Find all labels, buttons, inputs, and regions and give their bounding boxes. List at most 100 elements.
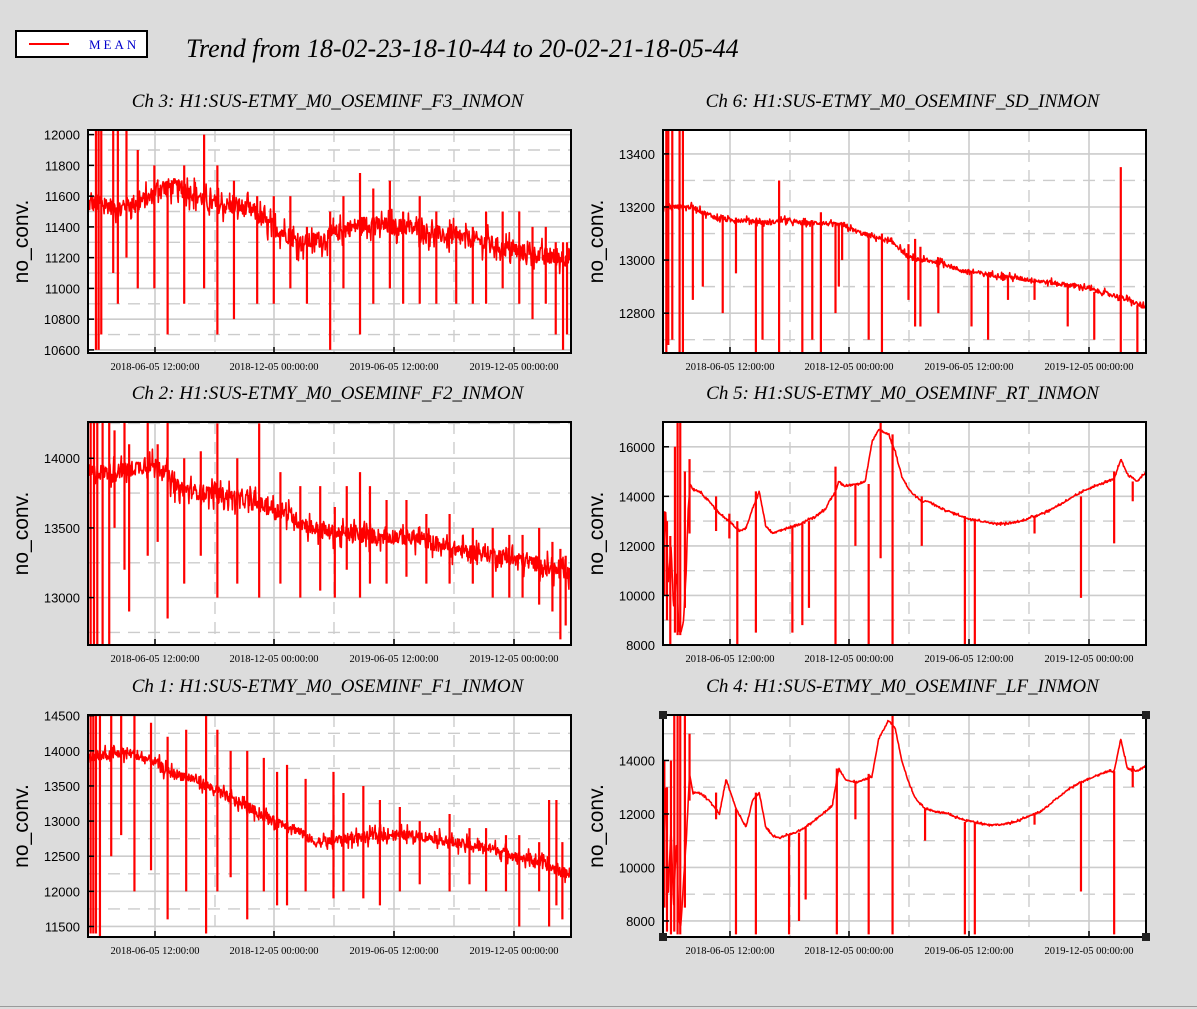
y-tick-label: 14000 — [619, 489, 655, 504]
x-tick-label: 2018-06-05 12:00:00 — [686, 946, 775, 957]
y-axis-label: no_conv. — [10, 492, 33, 576]
y-tick-label: 12500 — [44, 849, 80, 864]
x-tick-label: 2018-12-05 00:00:00 — [230, 654, 319, 665]
selection-handle — [1142, 933, 1150, 941]
y-axis-label: no_conv. — [585, 200, 608, 284]
y-tick-label: 13000 — [44, 591, 80, 606]
y-tick-label: 12000 — [44, 128, 80, 143]
selection-handle — [659, 933, 667, 941]
y-tick-label: 13500 — [44, 521, 80, 536]
x-tick-label: 2019-12-05 00:00:00 — [470, 654, 559, 665]
page-title: Trend from 18-02-23-18-10-44 to 20-02-21… — [186, 34, 739, 63]
chart-title: Ch 4: H1:SUS-ETMY_M0_OSEMINF_LF_INMON — [706, 676, 1100, 697]
y-axis-label: no_conv. — [585, 784, 608, 868]
series-mean — [88, 715, 571, 937]
y-tick-label: 11000 — [45, 281, 80, 296]
x-tick-label: 2018-12-05 00:00:00 — [805, 946, 894, 957]
x-tick-label: 2019-06-05 12:00:00 — [350, 362, 439, 373]
y-tick-label: 11400 — [45, 220, 80, 235]
plot-area — [663, 715, 1146, 937]
chart-ch2: Ch 2: H1:SUS-ETMY_M0_OSEMINF_F2_INMON 130… — [10, 383, 572, 665]
plot-area — [663, 130, 1146, 353]
legend-label: MEAN — [89, 37, 140, 52]
y-tick-label: 11800 — [45, 158, 80, 173]
chart-title: Ch 2: H1:SUS-ETMY_M0_OSEMINF_F2_INMON — [132, 383, 525, 404]
y-tick-label: 10000 — [619, 588, 655, 603]
y-tick-label: 10800 — [44, 312, 80, 327]
y-tick-label: 12000 — [619, 807, 655, 822]
y-tick-label: 14000 — [44, 744, 80, 759]
y-axis-label: no_conv. — [10, 784, 33, 868]
chart-title: Ch 6: H1:SUS-ETMY_M0_OSEMINF_SD_INMON — [706, 91, 1101, 112]
plot-frame — [662, 714, 1147, 938]
chart-ch3: Ch 3: H1:SUS-ETMY_M0_OSEMINF_F3_INMON 106… — [10, 91, 572, 373]
plot-frame — [87, 714, 572, 938]
y-axis-label: no_conv. — [585, 492, 608, 576]
x-tick-label: 2019-12-05 00:00:00 — [1045, 362, 1134, 373]
chart-ch4: Ch 4: H1:SUS-ETMY_M0_OSEMINF_LF_INMON 800… — [585, 676, 1150, 957]
y-tick-label: 11200 — [45, 251, 80, 266]
x-tick-label: 2018-12-05 00:00:00 — [230, 946, 319, 957]
chart-ch6: Ch 6: H1:SUS-ETMY_M0_OSEMINF_SD_INMON 128… — [585, 91, 1147, 373]
y-axis-label: no_conv. — [10, 200, 33, 284]
y-tick-label: 12000 — [619, 539, 655, 554]
legend-swatch — [29, 43, 69, 45]
x-tick-label: 2018-06-05 12:00:00 — [111, 946, 200, 957]
y-tick-label: 13000 — [619, 253, 655, 268]
y-tick-label: 12800 — [619, 306, 655, 321]
chart-title: Ch 3: H1:SUS-ETMY_M0_OSEMINF_F3_INMON — [132, 91, 525, 112]
y-tick-label: 14500 — [44, 709, 80, 724]
y-tick-label: 12000 — [44, 884, 80, 899]
y-tick-label: 16000 — [619, 440, 655, 455]
x-tick-label: 2018-06-05 12:00:00 — [686, 362, 775, 373]
plot-frame — [87, 421, 572, 646]
x-tick-label: 2019-12-05 00:00:00 — [470, 946, 559, 957]
chart-ch5: Ch 5: H1:SUS-ETMY_M0_OSEMINF_RT_INMON 800… — [585, 383, 1147, 665]
series-line — [663, 428, 1146, 634]
x-tick-label: 2019-06-05 12:00:00 — [925, 946, 1014, 957]
x-tick-label: 2019-06-05 12:00:00 — [925, 362, 1014, 373]
x-tick-label: 2018-12-05 00:00:00 — [805, 654, 894, 665]
y-tick-label: 13200 — [619, 200, 655, 215]
x-tick-label: 2019-06-05 12:00:00 — [350, 654, 439, 665]
series-mean — [663, 130, 1146, 353]
plot-frame — [87, 129, 572, 354]
legend: MEAN — [15, 30, 148, 58]
selection-handle — [659, 711, 667, 719]
y-tick-label: 10000 — [619, 860, 655, 875]
x-tick-label: 2018-06-05 12:00:00 — [111, 362, 200, 373]
y-tick-label: 8000 — [626, 638, 655, 653]
plot-frame — [662, 129, 1147, 354]
y-tick-label: 13500 — [44, 779, 80, 794]
chart-ch1: Ch 1: H1:SUS-ETMY_M0_OSEMINF_F1_INMON 115… — [10, 676, 572, 957]
y-tick-label: 11500 — [45, 919, 80, 934]
x-tick-label: 2018-06-05 12:00:00 — [111, 654, 200, 665]
chart-title: Ch 1: H1:SUS-ETMY_M0_OSEMINF_F1_INMON — [132, 676, 525, 697]
series-line — [663, 201, 1146, 309]
x-tick-label: 2019-12-05 00:00:00 — [1045, 946, 1134, 957]
series-line — [663, 719, 1146, 927]
selection-handle — [1142, 711, 1150, 719]
y-tick-label: 10600 — [44, 343, 80, 358]
y-tick-label: 13400 — [619, 147, 655, 162]
x-tick-label: 2018-12-05 00:00:00 — [805, 362, 894, 373]
plot-area — [88, 715, 571, 937]
plot-area — [663, 422, 1146, 645]
x-tick-label: 2019-06-05 12:00:00 — [925, 654, 1014, 665]
y-tick-label: 14000 — [44, 451, 80, 466]
series-mean — [88, 422, 571, 645]
y-tick-label: 14000 — [619, 753, 655, 768]
y-tick-label: 8000 — [626, 914, 655, 929]
plot-frame — [662, 421, 1147, 646]
x-tick-label: 2018-06-05 12:00:00 — [686, 654, 775, 665]
y-tick-label: 13000 — [44, 814, 80, 829]
x-tick-label: 2018-12-05 00:00:00 — [230, 362, 319, 373]
series-mean — [88, 130, 571, 350]
series-mean — [663, 715, 1146, 935]
series-mean — [663, 422, 1146, 645]
x-tick-label: 2019-12-05 00:00:00 — [470, 362, 559, 373]
x-tick-label: 2019-12-05 00:00:00 — [1045, 654, 1134, 665]
y-tick-label: 11600 — [45, 189, 80, 204]
bottom-divider — [0, 1006, 1197, 1007]
